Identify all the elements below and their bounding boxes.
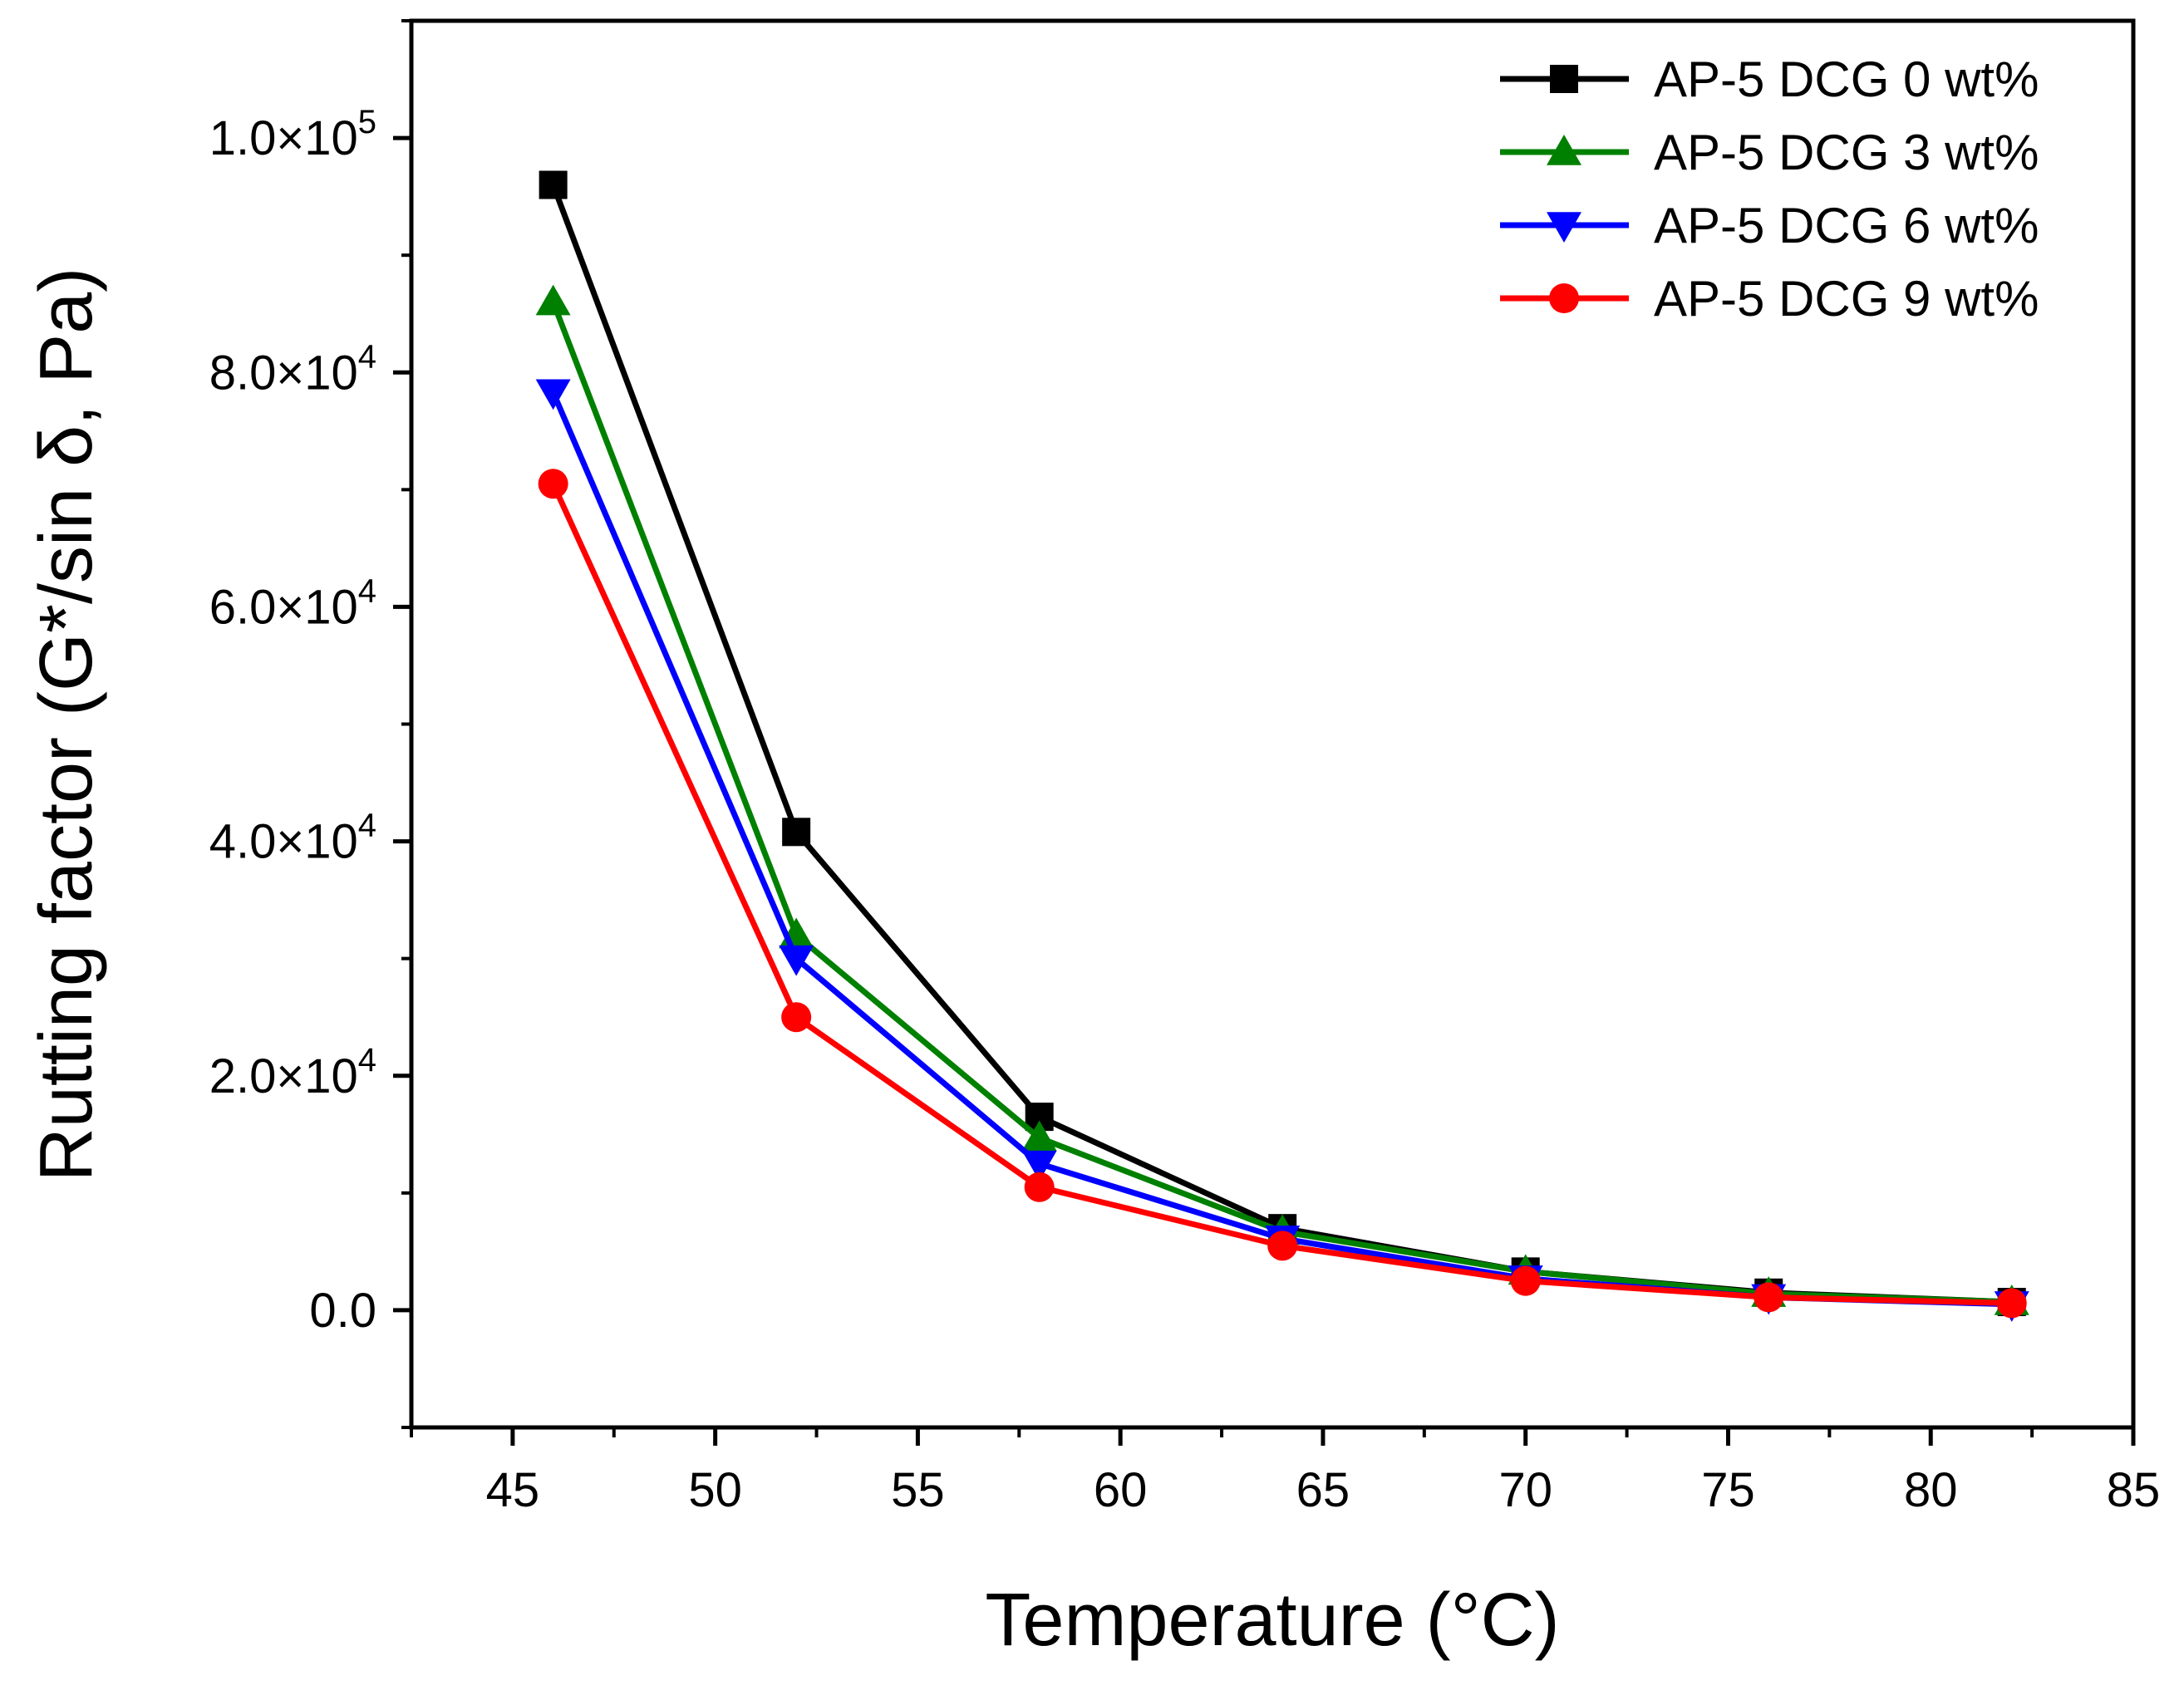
data-point <box>1996 1288 2027 1319</box>
legend-label: AP-5 DCG 9 wt% <box>1654 271 2039 327</box>
y-tick-label: 4.0×104 <box>209 808 376 869</box>
data-point <box>535 284 571 316</box>
x-tick-label: 45 <box>486 1463 540 1517</box>
legend-entry: AP-5 DCG 3 wt% <box>1500 125 2039 180</box>
series-line <box>550 482 2012 1306</box>
legend-entry: AP-5 DCG 6 wt% <box>1500 198 2039 253</box>
data-point <box>1267 1231 1298 1261</box>
data-point <box>539 170 568 199</box>
series-line <box>550 391 2012 1308</box>
y-tick-label: 8.0×104 <box>209 338 376 400</box>
series-0 <box>539 170 2026 1317</box>
legend-marker <box>1547 212 1581 243</box>
legend-entry: AP-5 DCG 0 wt% <box>1500 52 2039 107</box>
data-point <box>782 818 811 847</box>
legend-marker <box>1549 283 1579 313</box>
x-tick-label: 85 <box>2107 1463 2161 1517</box>
y-tick-label: 1.0×105 <box>209 104 376 165</box>
data-point <box>1510 1265 1541 1296</box>
x-tick-label: 75 <box>1701 1463 1755 1517</box>
data-point <box>535 379 571 410</box>
x-tick-label: 60 <box>1094 1463 1148 1517</box>
x-axis: 45 50 55 60 65 70 75 80 85 <box>410 1427 2161 1517</box>
series-1 <box>535 284 2029 1315</box>
legend-label: AP-5 DCG 3 wt% <box>1654 125 2039 180</box>
legend-entry: AP-5 DCG 9 wt% <box>1500 271 2039 327</box>
series-layer <box>535 170 2029 1322</box>
series-3 <box>538 469 2027 1319</box>
y-tick-label: 2.0×104 <box>209 1042 376 1103</box>
data-point <box>1024 1172 1055 1202</box>
legend-label: AP-5 DCG 0 wt% <box>1654 52 2039 107</box>
y-axis: 0.0 2.0×104 4.0×104 6.0×104 8.0×104 1.0×105 <box>209 19 411 1429</box>
legend-marker <box>1550 65 1578 93</box>
data-point <box>779 945 814 976</box>
data-point <box>1021 1150 1057 1181</box>
y-tick-label: 6.0×104 <box>209 572 376 634</box>
y-axis-title: Rutting factor (G*/sin δ, Pa) <box>25 268 108 1181</box>
x-tick-label: 65 <box>1296 1463 1350 1517</box>
y-tick-label: 0.0 <box>309 1284 376 1338</box>
data-point <box>1754 1282 1784 1313</box>
x-tick-label: 80 <box>1904 1463 1958 1517</box>
legend: AP-5 DCG 0 wt% AP-5 DCG 3 wt% AP-5 DCG 6 w… <box>1500 52 2039 327</box>
data-point <box>1021 1120 1057 1152</box>
data-point <box>538 469 568 499</box>
legend-marker <box>1547 135 1581 165</box>
x-axis-title: Temperature (°C) <box>985 1579 1559 1662</box>
data-point <box>781 1002 812 1033</box>
series-line <box>550 184 2012 1305</box>
x-tick-label: 70 <box>1498 1463 1552 1517</box>
x-tick-label: 55 <box>891 1463 945 1517</box>
series-line <box>550 301 2012 1305</box>
legend-label: AP-5 DCG 6 wt% <box>1654 198 2039 253</box>
series-2 <box>535 379 2029 1322</box>
x-tick-label: 50 <box>688 1463 742 1517</box>
